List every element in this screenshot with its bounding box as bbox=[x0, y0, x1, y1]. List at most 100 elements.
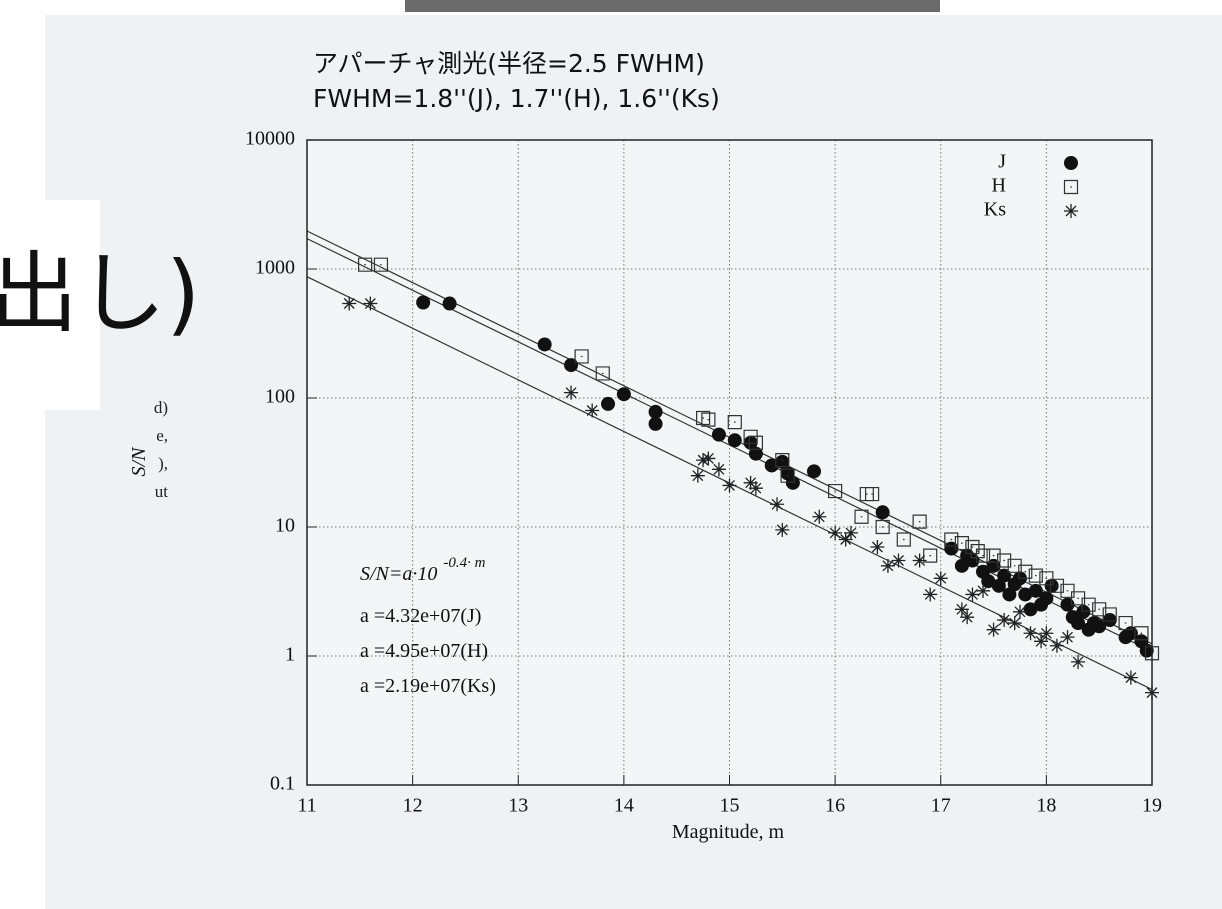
x-tick-label: 15 bbox=[720, 795, 740, 817]
marker-j bbox=[601, 396, 616, 411]
marker-h bbox=[695, 410, 711, 426]
marker-h bbox=[1060, 583, 1075, 598]
marker-j bbox=[1102, 613, 1117, 628]
legend-label: Ks bbox=[984, 199, 1006, 221]
marker-j bbox=[727, 433, 742, 448]
marker-h bbox=[997, 553, 1012, 568]
marker-ks bbox=[976, 583, 990, 598]
marker-h bbox=[1039, 571, 1054, 586]
marker-h bbox=[1028, 568, 1043, 583]
marker-h bbox=[1063, 179, 1079, 195]
marker-h bbox=[854, 509, 869, 524]
marker-h bbox=[1070, 591, 1086, 606]
marker-h bbox=[965, 539, 980, 555]
y-tick-label: 1000 bbox=[255, 257, 295, 279]
marker-j bbox=[986, 558, 1001, 573]
marker-ks bbox=[828, 525, 843, 540]
marker-j bbox=[442, 296, 457, 311]
marker-ks bbox=[1039, 626, 1054, 641]
marker-ks bbox=[960, 610, 975, 625]
marker-j bbox=[648, 416, 663, 431]
marker-h bbox=[574, 349, 589, 364]
marker-h bbox=[373, 257, 389, 272]
marker-ks bbox=[775, 522, 790, 537]
marker-h bbox=[1118, 615, 1133, 631]
marker-ks bbox=[1007, 616, 1022, 631]
marker-h bbox=[1134, 626, 1149, 641]
marker-j bbox=[981, 574, 996, 589]
marker-ks bbox=[342, 296, 357, 311]
marker-j bbox=[711, 427, 726, 442]
marker-ks bbox=[711, 462, 726, 477]
marker-ks bbox=[696, 453, 711, 468]
chart-subtitle: FWHM=1.8''(J), 1.7''(H), 1.6''(Ks) bbox=[313, 84, 720, 113]
x-tick-label: 17 bbox=[931, 795, 951, 817]
marker-ks bbox=[1049, 638, 1064, 653]
marker-ks bbox=[564, 385, 579, 400]
marker-h bbox=[828, 483, 843, 499]
marker-ks bbox=[812, 509, 827, 524]
y-tick-label: 10000 bbox=[245, 128, 295, 150]
marker-h bbox=[1102, 607, 1117, 622]
marker-j bbox=[1044, 578, 1059, 593]
marker-ks bbox=[843, 525, 858, 540]
marker-ks bbox=[701, 451, 716, 466]
marker-h bbox=[954, 536, 969, 551]
marker-j bbox=[1023, 602, 1038, 617]
heading-fragment: 出し) bbox=[0, 242, 200, 345]
marker-ks bbox=[912, 553, 927, 568]
image-strip bbox=[405, 0, 940, 12]
marker-j bbox=[1039, 591, 1054, 606]
y-tick-label: 100 bbox=[265, 386, 295, 408]
marker-ks bbox=[891, 553, 906, 568]
formula-base: S/N=a·10 bbox=[360, 563, 437, 585]
marker-h bbox=[864, 486, 880, 502]
marker-j bbox=[748, 446, 763, 461]
marker-ks bbox=[870, 539, 885, 554]
marker-h bbox=[1018, 564, 1033, 579]
marker-ks bbox=[933, 571, 948, 586]
y-tick-label: 0.1 bbox=[270, 773, 295, 795]
marker-h bbox=[875, 519, 890, 535]
marker-ks bbox=[1060, 630, 1075, 645]
marker-ks bbox=[923, 587, 938, 602]
marker-j bbox=[965, 553, 980, 568]
x-tick-label: 19 bbox=[1142, 795, 1162, 817]
marker-h bbox=[780, 468, 795, 483]
marker-j bbox=[1064, 156, 1078, 170]
marker-j bbox=[807, 464, 821, 479]
marker-ks bbox=[1023, 626, 1038, 641]
formula: S/N=a·10 -0.4· m bbox=[360, 555, 486, 585]
marker-ks bbox=[1012, 604, 1027, 619]
text-fragment: e, bbox=[156, 426, 168, 445]
marker-j bbox=[944, 541, 959, 556]
marker-h bbox=[357, 257, 373, 272]
marker-h bbox=[775, 453, 790, 468]
text-fragment: ), bbox=[158, 454, 168, 473]
fit-label: a =4.32e+07(J) bbox=[360, 605, 481, 627]
text-fragments: d) e,), ut bbox=[154, 398, 168, 501]
marker-j bbox=[775, 454, 790, 469]
marker-ks bbox=[585, 403, 600, 418]
heading-box bbox=[0, 200, 100, 410]
x-tick-label: 16 bbox=[825, 795, 845, 817]
x-axis-label: Magnitude, m bbox=[672, 821, 785, 843]
marker-ks bbox=[690, 468, 705, 483]
marker-h bbox=[748, 435, 764, 450]
marker-ks bbox=[1071, 654, 1086, 669]
formula-exponent: -0.4· m bbox=[443, 555, 485, 571]
marker-ks bbox=[770, 497, 785, 512]
marker-ks bbox=[880, 558, 895, 573]
x-tick-label: 13 bbox=[508, 795, 528, 817]
marker-h bbox=[944, 532, 959, 547]
marker-j bbox=[1071, 616, 1086, 631]
marker-j bbox=[648, 404, 663, 419]
marker-j bbox=[875, 505, 890, 520]
marker-h bbox=[970, 544, 985, 559]
marker-ks bbox=[363, 296, 378, 311]
marker-j bbox=[537, 337, 552, 352]
marker-j bbox=[1092, 619, 1107, 634]
marker-j bbox=[416, 295, 431, 310]
marker-j bbox=[785, 475, 800, 490]
